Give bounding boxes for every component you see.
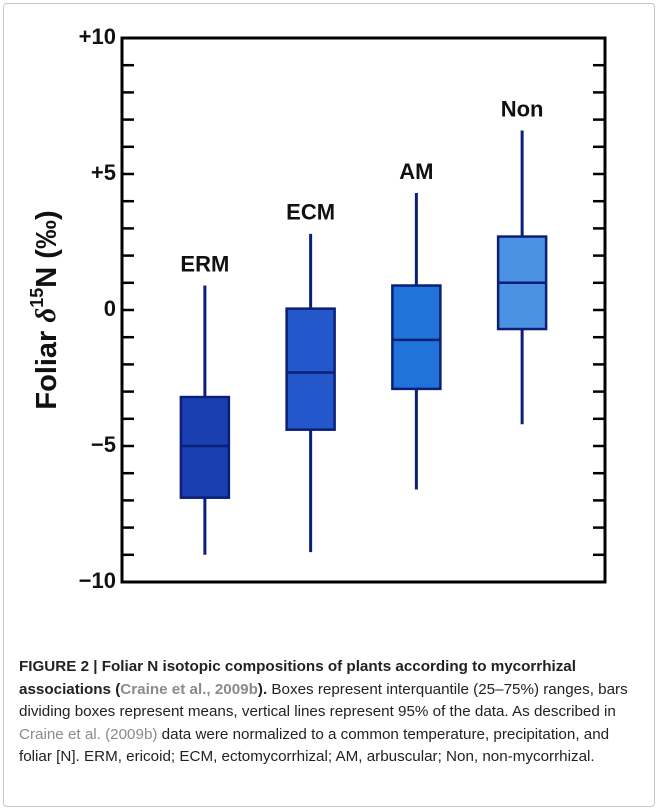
y-tick-label: +10 <box>79 24 116 49</box>
caption-text: data were normalized to a common tempera… <box>19 725 610 766</box>
y-axis-label: Foliar δ15N (‰) <box>27 210 63 409</box>
box <box>391 284 442 391</box>
y-tick-label: −10 <box>79 568 116 593</box>
plot-frame <box>120 36 607 584</box>
y-tick-label: 0 <box>104 296 116 321</box>
category-label: ERM <box>180 251 229 276</box>
category-label: ECM <box>286 200 335 225</box>
category-label: AM <box>399 159 433 184</box>
y-tick-label: −5 <box>91 432 116 457</box>
figure-caption: FIGURE 2 | Foliar N isotopic composition… <box>19 656 641 769</box>
figure-frame <box>3 3 655 807</box>
caption-text: Boxes represent interquantile (25–75%) r… <box>19 680 628 721</box>
citation-link[interactable]: Craine et al. (2009b) <box>19 725 158 743</box>
box <box>179 395 231 499</box>
box <box>285 307 336 431</box>
y-tick-label: +5 <box>91 160 116 185</box>
caption-title: FIGURE 2 | Foliar N isotopic composition… <box>19 658 576 698</box>
chart: Foliar δ15N (‰) −10 −5 0 +5 +10 ERM ECM AM Non <box>27 24 607 593</box>
category-label: Non <box>501 96 544 121</box>
citation-link[interactable]: Craine et al., 2009b <box>120 680 258 698</box>
caption-title-end: ). <box>257 680 268 698</box>
